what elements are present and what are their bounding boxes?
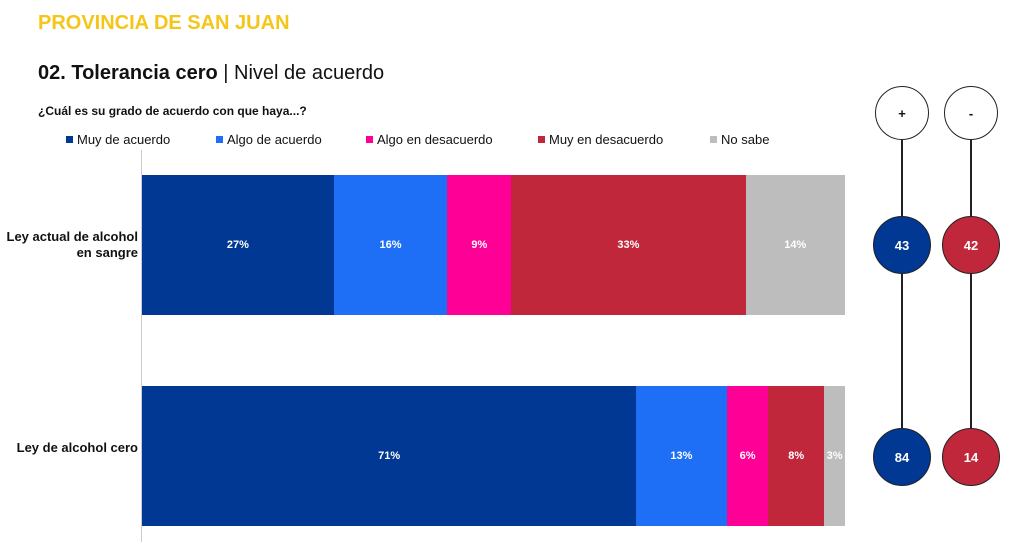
legend-swatch: [216, 136, 223, 143]
bar-segment: 16%: [333, 175, 448, 315]
summary-plus-value: 43: [873, 216, 931, 274]
legend-label: No sabe: [721, 132, 770, 147]
category-label: Ley actual de alcohol en sangre: [6, 229, 139, 260]
title-rest: Nivel de acuerdo: [234, 62, 385, 84]
axis-line: [141, 150, 142, 542]
legend-label: Muy en desacuerdo: [549, 132, 664, 147]
bar-segment: 9%: [447, 175, 512, 315]
title-sep: |: [217, 62, 235, 84]
summary-minus-value: 14: [942, 428, 1000, 486]
legend-item: Muy de acuerdo: [66, 132, 170, 147]
legend-label: Muy de acuerdo: [77, 132, 171, 147]
page-title: 02. Tolerancia cero | Nivel de acuerdo: [38, 62, 384, 85]
question-text: ¿Cuál es su grado de acuerdo con que hay…: [38, 104, 307, 118]
legend-swatch: [366, 136, 373, 143]
bar-segment: 6%: [726, 386, 769, 526]
bar-segment: 27%: [142, 175, 334, 315]
bar-segment: 8%: [768, 386, 825, 526]
legend-swatch: [710, 136, 717, 143]
title-bold: 02. Tolerancia cero: [38, 62, 218, 84]
bar-segment: 71%: [142, 386, 637, 526]
summary-header-minus: -: [944, 86, 998, 140]
legend-item: Algo de acuerdo: [216, 132, 322, 147]
summary-minus-value: 42: [942, 216, 1000, 274]
bar-segment: 33%: [511, 175, 746, 315]
legend-item: Algo en desacuerdo: [366, 132, 493, 147]
connector-line: [901, 140, 903, 430]
connector-line: [970, 140, 972, 430]
legend-label: Algo en desacuerdo: [377, 132, 493, 147]
legend-label: Algo de acuerdo: [227, 132, 322, 147]
legend-item: No sabe: [710, 132, 769, 147]
summary-plus-value: 84: [873, 428, 931, 486]
legend-item: Muy en desacuerdo: [538, 132, 663, 147]
summary-header-plus: +: [875, 86, 929, 140]
bar-segment: 13%: [636, 386, 727, 526]
province-title: PROVINCIA DE SAN JUAN: [38, 12, 290, 34]
bar-segment: 14%: [745, 175, 845, 315]
legend-swatch: [538, 136, 545, 143]
legend-swatch: [66, 136, 73, 143]
bar-segment: 3%: [824, 386, 845, 526]
category-label: Ley de alcohol cero: [16, 440, 138, 455]
